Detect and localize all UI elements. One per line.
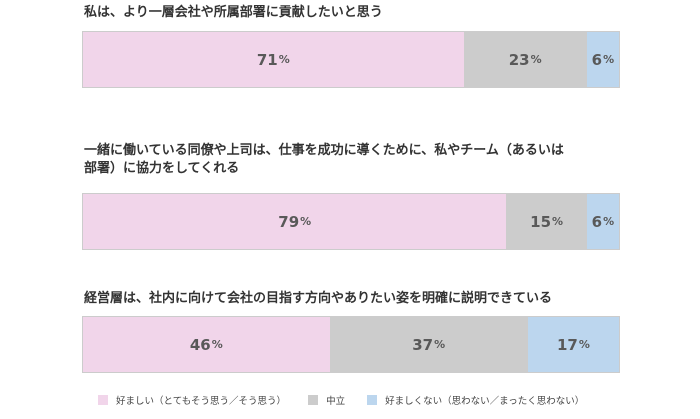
question-2-title: 一緒に働いている同僚や上司は、仕事を成功に導くために、私やチーム（あるいは 部署… [84, 142, 564, 178]
segment-value-label: 6 [591, 212, 603, 231]
question-1-title: 私は、より一層会社や所属部署に貢献したいと思う [84, 4, 383, 22]
segment-value-label: 6 [591, 50, 603, 69]
segment-value-label: 15 [530, 212, 552, 231]
question-3-title: 経営層は、社内に向けて会社の目指す方向やありたい姿を明確に説明できている [84, 290, 552, 308]
bar-segment-negative: 17% [527, 317, 619, 372]
segment-value-label: 23 [508, 50, 530, 69]
segment-value-label: 17 [556, 335, 578, 354]
bar-segment-negative: 6% [586, 32, 619, 87]
segment-unit-label: % [578, 338, 590, 351]
segment-unit-label: % [552, 215, 564, 228]
question-2-title-line-1: 一緒に働いている同僚や上司は、仕事を成功に導くために、私やチーム（あるいは [84, 143, 564, 158]
legend: 好ましい（とてもそう思う／そう思う） 中立 好ましくない（思わない／まったく思わ… [98, 393, 606, 407]
segment-value-label: 79 [278, 212, 300, 231]
segment-value-label: 71 [256, 50, 278, 69]
question-2-bar: 79% 15% 6% [82, 193, 620, 250]
bar-segment-positive: 46% [83, 317, 330, 372]
segment-unit-label: % [211, 338, 223, 351]
legend-label-neutral: 中立 [326, 396, 346, 407]
legend-item-neutral: 中立 [308, 393, 345, 407]
bar-segment-neutral: 37% [329, 317, 528, 372]
bar-segment-neutral: 23% [463, 32, 587, 87]
bar-segment-positive: 79% [83, 194, 507, 249]
bar-segment-positive: 71% [83, 32, 464, 87]
segment-unit-label: % [603, 215, 615, 228]
segment-value-label: 37 [412, 335, 434, 354]
bar-segment-neutral: 15% [506, 194, 587, 249]
legend-label-positive: 好ましい（とてもそう思う／そう思う） [116, 396, 287, 407]
segment-unit-label: % [603, 53, 615, 66]
legend-item-positive: 好ましい（とてもそう思う／そう思う） [98, 393, 286, 407]
question-3-bar: 46% 37% 17% [82, 316, 620, 373]
segment-unit-label: % [530, 53, 542, 66]
legend-item-negative: 好ましくない（思わない／まったく思わない） [367, 393, 584, 407]
legend-swatch-neutral [308, 395, 319, 405]
question-2-title-line-2: 部署）に協力をしてくれる [84, 161, 240, 176]
legend-swatch-positive [98, 395, 108, 405]
question-1-bar: 71% 23% 6% [82, 31, 620, 88]
segment-unit-label: % [300, 215, 312, 228]
bar-segment-negative: 6% [586, 194, 619, 249]
segment-unit-label: % [278, 53, 290, 66]
segment-unit-label: % [434, 338, 446, 351]
legend-swatch-negative [367, 395, 378, 405]
segment-value-label: 46 [189, 335, 211, 354]
question-1-title-line-1: 私は、より一層会社や所属部署に貢献したいと思う [84, 5, 383, 20]
question-3-title-line-1: 経営層は、社内に向けて会社の目指す方向やありたい姿を明確に説明できている [84, 291, 553, 306]
legend-label-negative: 好ましくない（思わない／まったく思わない） [385, 396, 585, 407]
